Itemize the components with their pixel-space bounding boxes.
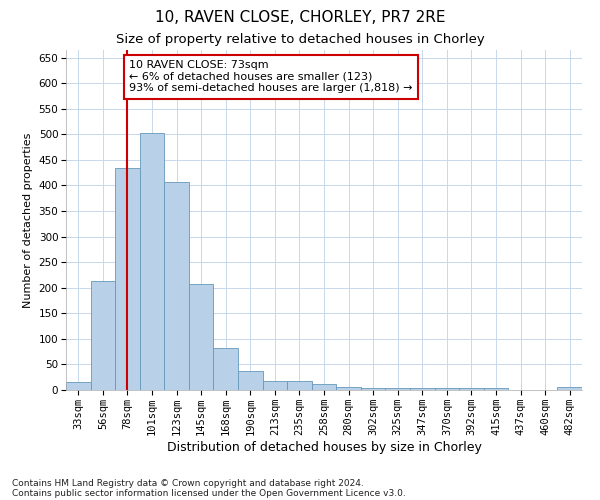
Bar [410, 388, 434, 390]
X-axis label: Distribution of detached houses by size in Chorley: Distribution of detached houses by size … [167, 440, 481, 454]
Bar [459, 388, 484, 390]
Bar [434, 388, 459, 390]
Text: Size of property relative to detached houses in Chorley: Size of property relative to detached ho… [116, 32, 484, 46]
Bar [238, 370, 263, 390]
Bar [140, 134, 164, 390]
Bar [91, 281, 115, 390]
Text: Contains public sector information licensed under the Open Government Licence v3: Contains public sector information licen… [12, 488, 406, 498]
Bar [189, 284, 214, 390]
Bar [66, 382, 91, 390]
Bar [484, 388, 508, 390]
Bar [214, 348, 238, 390]
Bar [164, 182, 189, 390]
Y-axis label: Number of detached properties: Number of detached properties [23, 132, 33, 308]
Text: 10, RAVEN CLOSE, CHORLEY, PR7 2RE: 10, RAVEN CLOSE, CHORLEY, PR7 2RE [155, 10, 445, 25]
Bar [361, 388, 385, 390]
Bar [287, 382, 312, 390]
Bar [263, 381, 287, 390]
Bar [312, 384, 336, 390]
Bar [336, 387, 361, 390]
Bar [115, 168, 140, 390]
Bar [385, 388, 410, 390]
Text: Contains HM Land Registry data © Crown copyright and database right 2024.: Contains HM Land Registry data © Crown c… [12, 478, 364, 488]
Text: 10 RAVEN CLOSE: 73sqm
← 6% of detached houses are smaller (123)
93% of semi-deta: 10 RAVEN CLOSE: 73sqm ← 6% of detached h… [129, 60, 413, 94]
Bar [557, 388, 582, 390]
